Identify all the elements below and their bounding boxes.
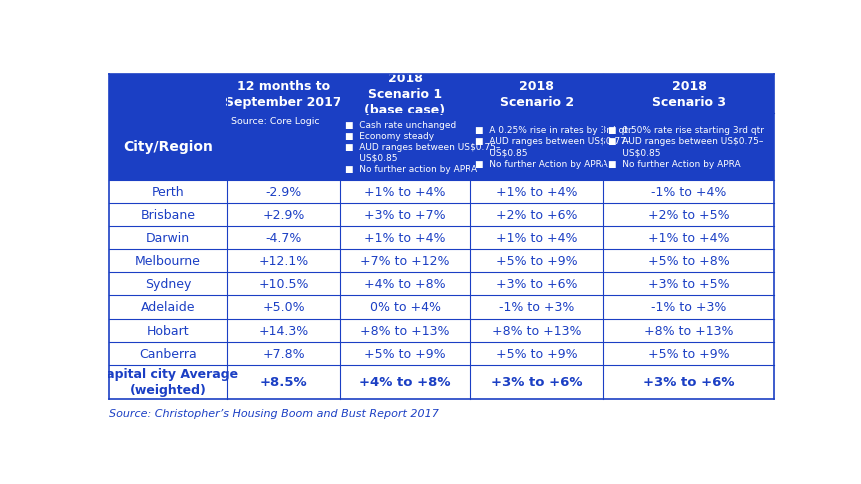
Bar [109,365,773,399]
Text: ■  0.50% rate rise starting 3rd qtr
■  AUD ranges between US$0.75–
     US$0.85
: ■ 0.50% rate rise starting 3rd qtr ■ AUD… [607,126,763,168]
Bar [603,75,773,114]
Text: Melbourne: Melbourne [135,255,201,268]
Text: +3% to +6%: +3% to +6% [490,376,582,389]
Bar [109,227,773,250]
Text: +14.3%: +14.3% [258,324,308,337]
Text: +1% to +4%: +1% to +4% [495,231,577,244]
Text: Perth: Perth [152,185,184,198]
Bar [226,75,340,114]
Bar [109,250,773,272]
Text: +5% to +9%: +5% to +9% [364,347,445,360]
Text: 0% to +4%: 0% to +4% [369,301,440,314]
Bar [226,114,340,180]
Text: +10.5%: +10.5% [258,278,308,291]
Bar [109,319,773,342]
Text: +1% to +4%: +1% to +4% [364,185,445,198]
Text: 2018
Scenario 2: 2018 Scenario 2 [499,80,573,109]
Text: 2018
Scenario 1
(base case): 2018 Scenario 1 (base case) [364,72,445,117]
Text: Source: Christopher’s Housing Boom and Bust Report 2017: Source: Christopher’s Housing Boom and B… [109,408,438,418]
Text: +4% to +8%: +4% to +8% [359,376,450,389]
Text: +2% to +5%: +2% to +5% [647,209,729,221]
Bar [603,114,773,180]
Text: 12 months to
September 2017: 12 months to September 2017 [225,80,341,109]
Bar [109,296,773,319]
Text: +8% to +13%: +8% to +13% [360,324,449,337]
Text: +3% to +5%: +3% to +5% [647,278,729,291]
Text: +5% to +9%: +5% to +9% [495,347,577,360]
Text: -1% to +3%: -1% to +3% [651,301,726,314]
Bar [109,272,773,296]
Text: -1% to +3%: -1% to +3% [499,301,573,314]
Text: +2.9%: +2.9% [262,209,304,221]
Text: +5.0%: +5.0% [262,301,305,314]
Text: Capital city Average
(weighted): Capital city Average (weighted) [97,368,238,396]
Text: +7.8%: +7.8% [262,347,305,360]
Text: +5% to +9%: +5% to +9% [647,347,729,360]
Text: Canberra: Canberra [139,347,196,360]
Bar [109,75,226,114]
Text: City/Region: City/Region [123,140,213,154]
Text: -1% to +4%: -1% to +4% [651,185,726,198]
Text: +1% to +4%: +1% to +4% [495,185,577,198]
Text: +3% to +7%: +3% to +7% [364,209,445,221]
Text: ■  Cash rate unchanged
■  Economy steady
■  AUD ranges between US$0.75–
     US$: ■ Cash rate unchanged ■ Economy steady ■… [344,121,499,174]
Bar [109,114,226,180]
Text: +8% to +13%: +8% to +13% [643,324,733,337]
Bar [469,75,603,114]
Bar [340,75,469,114]
Text: Adelaide: Adelaide [140,301,195,314]
Text: +3% to +6%: +3% to +6% [495,278,577,291]
Text: +1% to +4%: +1% to +4% [364,231,445,244]
Text: +5% to +8%: +5% to +8% [647,255,729,268]
Bar [469,114,603,180]
Text: -4.7%: -4.7% [265,231,301,244]
Text: -2.9%: -2.9% [265,185,301,198]
Text: +7% to +12%: +7% to +12% [360,255,449,268]
Text: ■  A 0.25% rise in rates by 3rd qtr
■  AUD ranges between US$0.77–
     US$0.85
: ■ A 0.25% rise in rates by 3rd qtr ■ AUD… [474,126,630,168]
Bar [109,203,773,227]
Text: +2% to +6%: +2% to +6% [495,209,577,221]
Text: +3% to +6%: +3% to +6% [642,376,734,389]
Text: +8% to +13%: +8% to +13% [492,324,580,337]
Bar [340,114,469,180]
Text: 2018
Scenario 3: 2018 Scenario 3 [651,80,725,109]
Bar [109,342,773,365]
Text: +12.1%: +12.1% [258,255,308,268]
Text: Darwin: Darwin [146,231,189,244]
Text: +1% to +4%: +1% to +4% [647,231,729,244]
Text: +8.5%: +8.5% [259,376,307,389]
Text: +5% to +9%: +5% to +9% [495,255,577,268]
Text: Source: Core Logic: Source: Core Logic [231,117,319,126]
Text: Sydney: Sydney [145,278,191,291]
Text: Brisbane: Brisbane [140,209,195,221]
Text: Hobart: Hobart [146,324,189,337]
Text: +4% to +8%: +4% to +8% [364,278,445,291]
Bar [109,180,773,203]
